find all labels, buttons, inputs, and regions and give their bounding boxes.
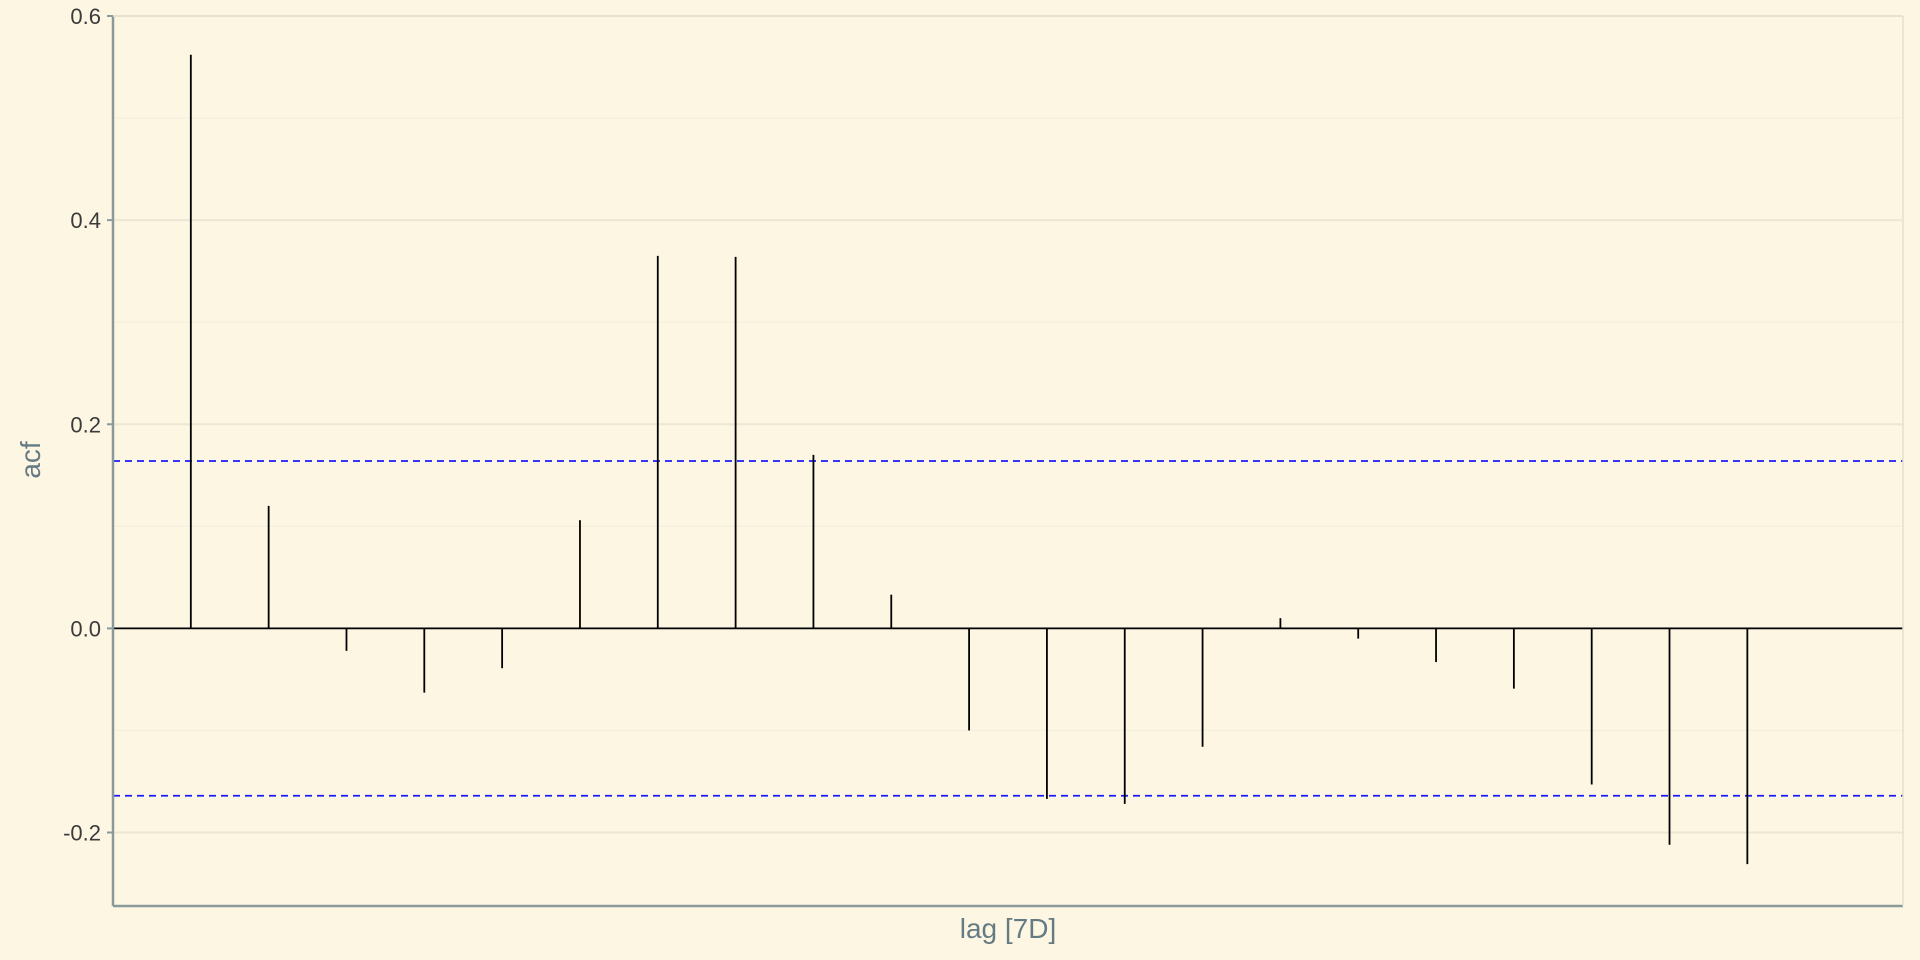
- acf-bars: [113, 54, 1903, 865]
- confidence-bounds: [113, 460, 1903, 797]
- x-axis-title: lag [7D]: [960, 913, 1057, 944]
- y-tick-label: 0.4: [70, 208, 101, 233]
- y-tick-label: -0.2: [63, 821, 101, 846]
- y-tick-label: 0.6: [70, 4, 101, 29]
- y-tick-label: 0.0: [70, 616, 101, 641]
- y-axis-title: acf: [15, 441, 46, 479]
- axes: [111, 15, 1904, 908]
- y-tick-labels: -0.2 0.0 0.2 0.4 0.6: [63, 4, 113, 846]
- y-tick-label: 0.2: [70, 412, 101, 437]
